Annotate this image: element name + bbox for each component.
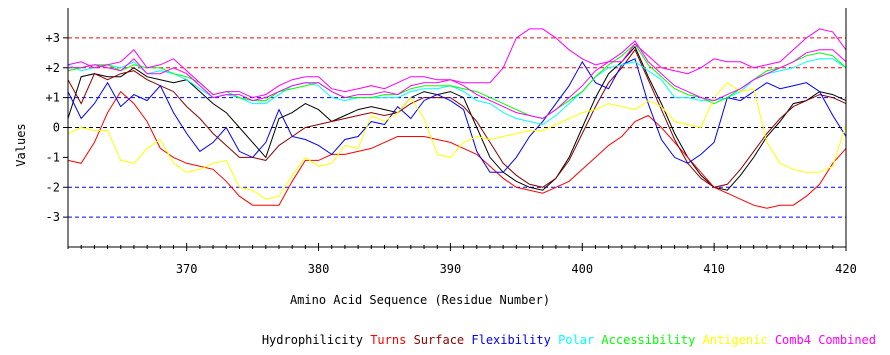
axes: +3 +2 +1 0 -1 -2 -3 370 380 390 400 410 420	[46, 8, 857, 276]
legend-item-polar: Polar	[551, 333, 594, 347]
series-line-combined	[67, 28, 847, 99]
x-tick-label: 420	[835, 262, 857, 276]
y-tick-label: +2	[46, 61, 60, 75]
y-tick-label: +3	[46, 31, 60, 45]
legend-item-flexibility: Flexibility	[464, 333, 551, 347]
series-line-accessibility	[67, 43, 847, 120]
y-axis-label: Values	[14, 123, 28, 166]
series-lines	[67, 28, 847, 209]
x-tick-label: 400	[571, 262, 593, 276]
series-line-surface	[67, 48, 847, 188]
y-tick-label: -1	[46, 150, 60, 164]
y-tick-label: +1	[46, 91, 60, 105]
x-tick-label: 410	[703, 262, 725, 276]
y-tick-label: -2	[46, 180, 60, 194]
legend-item-comb4: Comb4	[768, 333, 811, 347]
y-tick-label: -3	[46, 210, 60, 224]
series-line-comb4	[68, 40, 847, 120]
x-tick-label: 370	[176, 262, 198, 276]
x-axis-label: Amino Acid Sequence (Residue Number)	[290, 293, 550, 307]
legend-item-antigenic: Antigenic	[695, 333, 767, 347]
legend-item-combined: Combined	[811, 333, 876, 347]
legend-item-surface: Surface	[406, 333, 464, 347]
x-tick-label: 390	[440, 262, 462, 276]
reference-lines	[68, 37, 846, 218]
series-line-turns	[67, 90, 847, 209]
legend-item-hydrophilicity: Hydrophilicity	[262, 333, 363, 347]
x-tick-label: 380	[308, 262, 330, 276]
series-line-flexibility	[67, 58, 847, 173]
legend-item-turns: Turns	[363, 333, 406, 347]
legend: Hydrophilicity Turns Surface Flexibility…	[262, 333, 876, 347]
series-line-antigenic	[67, 82, 847, 200]
y-tick-label: 0	[53, 121, 60, 135]
legend-item-accessibility: Accessibility	[594, 333, 695, 347]
